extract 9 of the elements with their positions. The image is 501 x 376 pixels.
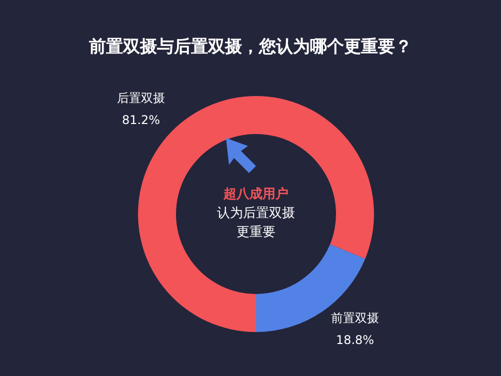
data-label: 81.2% [122, 113, 160, 127]
donut-slice [256, 244, 366, 332]
slice-label: 后置双摄 [117, 91, 165, 105]
text: 更重要 [236, 225, 276, 240]
text: 认为后置双摄 [217, 206, 295, 221]
chart-title: 前置双摄与后置双摄，您认为哪个更重要？ [88, 37, 412, 57]
text: 超八成用户 [222, 186, 288, 202]
data-label: 18.8% [336, 333, 374, 347]
slice-label: 前置双摄 [331, 311, 379, 325]
